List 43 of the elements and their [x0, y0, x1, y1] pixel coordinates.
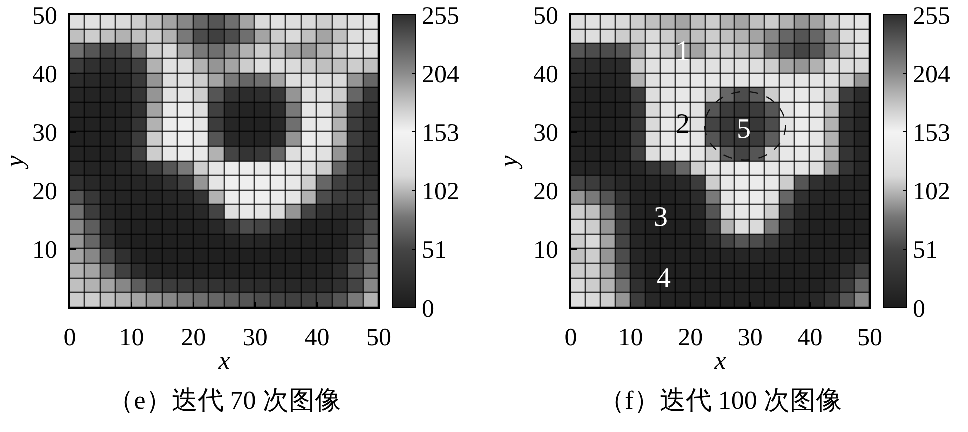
x-tick-label: 30	[242, 324, 268, 352]
color-bar-label: 0	[422, 296, 434, 323]
color-bar-label: 102	[913, 178, 950, 206]
color-bar-label: 0	[913, 296, 926, 323]
color-bar-label: 102	[422, 178, 460, 206]
color-bar-label: 153	[422, 120, 460, 147]
x-tick-label: 20	[678, 324, 704, 352]
color-bar-label: 204	[913, 61, 951, 88]
x-tick-label: 20	[181, 324, 206, 352]
y-tick-label: 50	[534, 2, 558, 30]
x-tick-label: 10	[119, 324, 144, 352]
x-axis-title: x	[714, 346, 727, 375]
x-tick-label: 10	[618, 324, 644, 352]
color-bar-label: 255	[913, 2, 950, 30]
color-bar-label: 255	[422, 2, 460, 30]
annotation: 4	[657, 263, 671, 294]
annotation: 5	[737, 114, 751, 145]
text: （f）迭代 100 次图像	[599, 386, 842, 416]
y-tick-label: 30	[32, 120, 58, 147]
y-tick-label: 20	[534, 178, 558, 206]
y-tick-label: 10	[534, 237, 558, 264]
x-tick-label: 40	[798, 324, 823, 352]
x-tick-label: 0	[564, 324, 578, 352]
color-bar-label: 51	[422, 237, 447, 264]
text: （e）迭代 70 次图像	[108, 386, 341, 416]
y-tick-label: 40	[534, 61, 558, 88]
annotation: 3	[654, 202, 668, 233]
y-tick-label: 50	[32, 2, 58, 30]
x-tick-label: 30	[738, 324, 763, 352]
y-tick-label: 20	[32, 178, 58, 206]
color-bar-label: 153	[913, 120, 950, 147]
y-axis-title: y	[494, 155, 524, 170]
y-tick-label: 30	[534, 120, 558, 147]
y-tick-label: 40	[32, 61, 58, 88]
x-axis-title: x	[218, 346, 231, 375]
color-bar-label: 51	[913, 237, 938, 264]
y-tick-label: 10	[32, 237, 58, 264]
x-tick-label: 50	[366, 324, 392, 352]
x-tick-label: 50	[858, 324, 882, 352]
x-tick-label: 0	[64, 324, 76, 352]
color-bar-label: 204	[422, 61, 460, 88]
y-axis-title: y	[0, 155, 29, 170]
x-tick-label: 40	[304, 324, 330, 352]
